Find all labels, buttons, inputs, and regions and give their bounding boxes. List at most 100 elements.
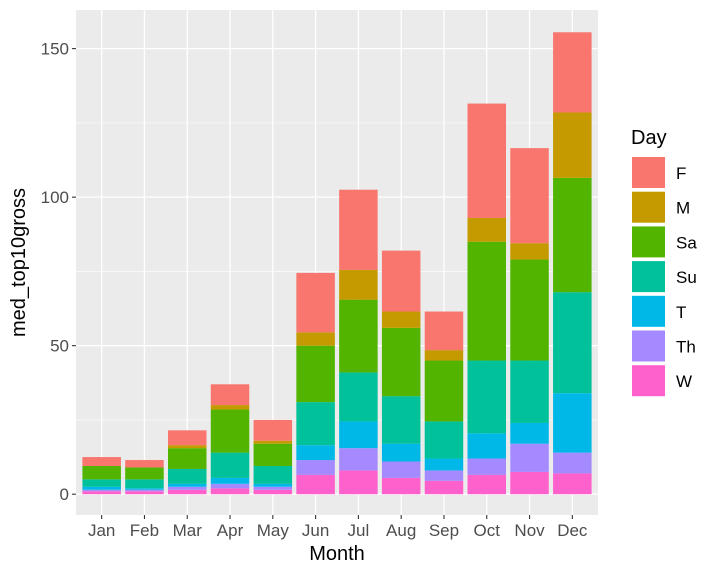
- bar-segment-jun-sa: [296, 345, 335, 403]
- y-tick-label: 50: [50, 337, 69, 356]
- legend-label-w: W: [676, 372, 692, 391]
- bar-segment-dec-su: [553, 292, 592, 394]
- legend-label-f: F: [676, 164, 686, 183]
- bar-segment-jan-f: [82, 457, 121, 466]
- bar-segment-dec-m: [553, 112, 592, 178]
- x-axis-title: Month: [309, 543, 365, 565]
- bar-segment-feb-w: [125, 491, 164, 495]
- bar-segment-dec-w: [553, 473, 592, 495]
- bar-segment-mar-t: [167, 483, 207, 487]
- bar-segment-jan-sa: [82, 465, 121, 480]
- x-tick-label-jul: Jul: [348, 521, 370, 540]
- y-tick-label: 100: [41, 188, 69, 207]
- bar-segment-may-w: [253, 489, 293, 495]
- bar-segment-dec-sa: [553, 177, 592, 293]
- bar-segment-sep-sa: [424, 360, 464, 422]
- legend-swatch-th: [632, 330, 665, 362]
- bar-segment-sep-f: [424, 311, 464, 351]
- bar-segment-sep-w: [424, 480, 464, 495]
- bars: [82, 32, 592, 495]
- bar-segment-jul-m: [339, 269, 378, 300]
- bar-segment-feb-th: [125, 489, 164, 492]
- bar-segment-jul-f: [339, 189, 378, 270]
- bar-segment-jul-sa: [339, 299, 378, 373]
- x-tick-label-jan: Jan: [88, 521, 115, 540]
- legend-label-sa: Sa: [676, 233, 697, 252]
- bar-segment-nov-su: [510, 360, 549, 423]
- y-axis-title: med_top10gross: [8, 188, 30, 337]
- x-tick-label-dec: Dec: [557, 521, 588, 540]
- bar-segment-oct-m: [467, 217, 507, 242]
- bar-segment-nov-f: [510, 148, 549, 244]
- x-tick-label-may: May: [257, 521, 290, 540]
- bar-segment-nov-m: [510, 243, 549, 260]
- bar-segment-dec-t: [553, 393, 592, 453]
- bar-segment-oct-t: [467, 433, 507, 459]
- bar-segment-jun-m: [296, 332, 335, 346]
- bar-segment-jan-su: [82, 479, 121, 487]
- x-tick-label-aug: Aug: [386, 521, 416, 540]
- bar-segment-jun-su: [296, 402, 335, 446]
- bar-segment-may-th: [253, 486, 293, 490]
- bar-segment-nov-th: [510, 443, 549, 472]
- bar-segment-sep-t: [424, 458, 464, 471]
- bar-segment-apr-su: [210, 452, 250, 478]
- bar-segment-jul-w: [339, 470, 378, 495]
- legend-label-m: M: [676, 199, 690, 218]
- legend-swatch-su: [632, 261, 665, 293]
- bar-segment-jul-t: [339, 421, 378, 449]
- bar-segment-aug-m: [381, 311, 421, 328]
- bar-segment-jul-th: [339, 448, 378, 471]
- bar-segment-aug-f: [381, 250, 421, 312]
- bar-segment-jun-th: [296, 460, 335, 475]
- y-tick-label: 150: [41, 40, 69, 59]
- bar-segment-mar-th: [167, 486, 207, 490]
- x-tick-label-sep: Sep: [429, 521, 459, 540]
- bar-segment-apr-f: [210, 384, 250, 406]
- bar-segment-jun-t: [296, 445, 335, 461]
- bar-segment-jan-th: [82, 489, 121, 492]
- bar-segment-mar-su: [167, 468, 207, 484]
- bar-segment-oct-th: [467, 458, 507, 475]
- legend-title: Day: [631, 127, 667, 149]
- legend-swatch-f: [632, 157, 665, 188]
- bar-segment-nov-sa: [510, 259, 549, 361]
- legend-label-th: Th: [676, 338, 696, 357]
- y-tick-label: 0: [60, 485, 69, 504]
- bar-segment-may-t: [253, 483, 293, 487]
- bar-segment-oct-w: [467, 474, 507, 495]
- bar-segment-sep-su: [424, 421, 464, 459]
- legend-swatch-w: [632, 365, 665, 397]
- bar-segment-sep-m: [424, 350, 464, 361]
- bar-segment-jan-t: [82, 486, 121, 490]
- x-tick-label-apr: Apr: [217, 521, 244, 540]
- bar-segment-aug-su: [381, 396, 421, 444]
- bar-segment-mar-m: [167, 445, 207, 449]
- bar-segment-nov-t: [510, 422, 549, 444]
- bar-segment-mar-f: [167, 430, 207, 446]
- legend-label-su: Su: [676, 268, 697, 287]
- bar-segment-aug-t: [381, 443, 421, 462]
- x-tick-label-oct: Oct: [474, 521, 501, 540]
- y-axis: 0 50 100 150: [41, 40, 76, 504]
- bar-segment-may-su: [253, 465, 293, 484]
- bar-segment-jun-w: [296, 474, 335, 495]
- legend-swatch-t: [632, 295, 665, 327]
- bar-segment-aug-w: [381, 477, 421, 495]
- bar-segment-jan-w: [82, 491, 121, 495]
- bar-segment-may-m: [253, 440, 293, 444]
- x-tick-label-feb: Feb: [130, 521, 159, 540]
- x-tick-label-mar: Mar: [173, 521, 203, 540]
- bar-segment-feb-su: [125, 479, 164, 489]
- bar-segment-feb-t: [125, 488, 164, 490]
- bar-segment-dec-f: [553, 32, 592, 113]
- legend: Day FM Sa Su T Th W: [631, 127, 697, 397]
- x-tick-label-jun: Jun: [302, 521, 329, 540]
- legend-label-t: T: [676, 303, 686, 322]
- bar-segment-oct-sa: [467, 241, 507, 361]
- bar-segment-jul-su: [339, 372, 378, 422]
- bar-segment-feb-f: [125, 460, 164, 468]
- bar-segment-mar-w: [167, 489, 207, 495]
- legend-swatch-sa: [632, 226, 665, 258]
